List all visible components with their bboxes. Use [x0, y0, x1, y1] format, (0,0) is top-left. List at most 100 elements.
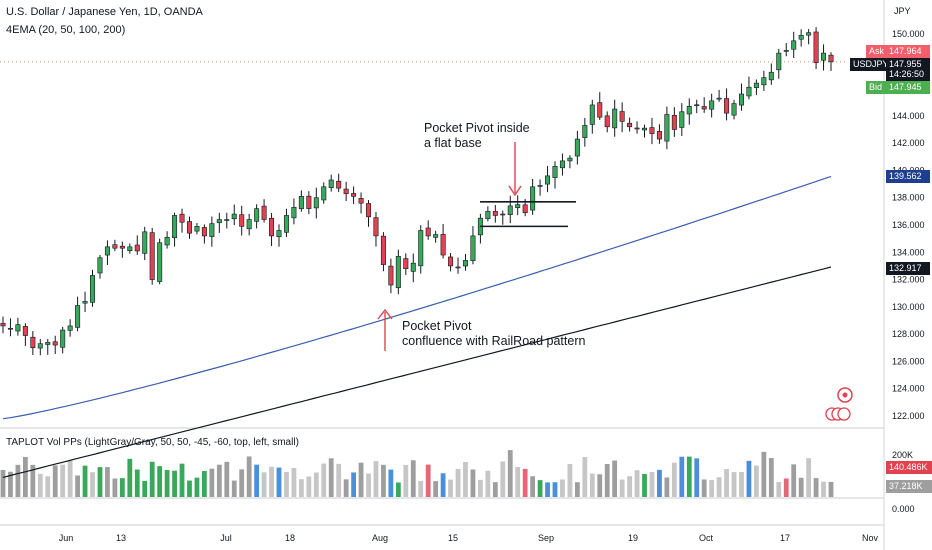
volume-bar: [187, 480, 192, 497]
candle-body: [694, 104, 700, 107]
volume-bar: [30, 464, 36, 497]
candle-body: [768, 71, 774, 81]
ask-value: 147.964: [886, 45, 930, 58]
volume-bar: [679, 456, 685, 497]
arrow-up-head: [377, 308, 393, 320]
candle-body: [60, 329, 66, 348]
candle-body: [671, 114, 677, 130]
candle-body: [97, 257, 103, 274]
candle-body: [679, 111, 685, 128]
volume-bar: [291, 467, 297, 497]
volume-bar: [582, 457, 588, 497]
candle-body: [709, 100, 715, 110]
volume-bar: [105, 467, 110, 497]
volume-bar: [642, 473, 647, 497]
volume-bar: [574, 482, 580, 497]
symbol-tag: USDJPY: [850, 58, 889, 71]
volume-bar: [313, 472, 319, 497]
volume-bar: [373, 461, 379, 497]
candle-body: [328, 179, 334, 188]
volume-bar: [336, 463, 342, 497]
volume-bar: [552, 482, 558, 497]
volume-bar: [328, 458, 334, 497]
candle-body: [164, 236, 170, 246]
volume-bar: [157, 466, 163, 497]
candle-body: [366, 203, 372, 218]
bid-value: 147.945: [886, 81, 930, 94]
volume-bar: [597, 474, 603, 497]
volume-bar: [351, 472, 356, 497]
volume-avg-value: 37.218K: [886, 480, 932, 493]
x-tick-label: 13: [116, 533, 126, 543]
candle-body: [201, 227, 207, 237]
candle-body: [612, 108, 618, 129]
volume-bar: [37, 473, 43, 497]
volume-bar: [410, 460, 416, 497]
y-tick-label: 150.000: [892, 29, 925, 39]
candle-body: [321, 186, 327, 201]
candle-body: [530, 186, 536, 211]
volume-bar: [515, 467, 521, 497]
ema-black-line: [2, 266, 832, 478]
axes: 150.000148.000146.000144.000142.000140.0…: [59, 6, 925, 543]
volume-bar: [15, 464, 21, 497]
y-tick-label: 130.000: [892, 302, 925, 312]
volume-bar: [127, 458, 133, 497]
ema-black-value: 132.917: [886, 262, 930, 275]
candle-body: [276, 230, 282, 238]
candle-body: [731, 103, 737, 116]
candle-body: [462, 260, 468, 267]
volume-bar: [806, 458, 812, 497]
candle-body: [30, 336, 36, 349]
candle-body: [0, 322, 6, 327]
volume-bar: [358, 462, 364, 497]
candle-body: [776, 52, 782, 71]
candle-body: [224, 219, 230, 221]
volume-bar: [209, 468, 215, 497]
candle-body: [127, 246, 133, 252]
indicator-label[interactable]: 4EMA (20, 50, 100, 200): [6, 24, 126, 36]
candle-body: [619, 111, 625, 122]
volume-bar: [284, 471, 289, 497]
volume-bar: [448, 479, 453, 497]
candle-body: [239, 214, 245, 227]
candle-body: [313, 197, 319, 209]
candle-body: [388, 265, 394, 286]
volume-bar: [216, 464, 222, 497]
volume-bar: [45, 476, 51, 497]
candle-body: [37, 343, 43, 349]
volume-bar: [478, 479, 483, 497]
ask-label: Ask: [866, 45, 886, 58]
volume-bar: [403, 464, 409, 497]
volume-bar: [388, 469, 394, 497]
volume-bar: [82, 465, 88, 497]
annotation-pocket-pivot-top-1: Pocket Pivot inside: [424, 121, 530, 135]
candle-body: [112, 244, 118, 249]
candle-body: [15, 324, 21, 332]
x-tick-label: Sep: [538, 533, 554, 543]
volume-bar: [381, 464, 386, 497]
candle-body: [291, 206, 297, 219]
y-tick-label: 124.000: [892, 384, 925, 394]
candle-body: [75, 305, 81, 328]
candle-body: [753, 82, 759, 88]
volume-bar: [634, 470, 640, 497]
x-tick-label: 17: [780, 533, 790, 543]
volume-bar: [202, 470, 207, 497]
symbol-title[interactable]: U.S. Dollar / Japanese Yen, 1D, OANDA: [6, 6, 203, 18]
candle-body: [574, 138, 580, 157]
candle-body: [738, 93, 744, 106]
volume-bar: [463, 461, 468, 497]
y-tick-label: 126.000: [892, 356, 925, 366]
volume-bars: [0, 450, 834, 497]
volume-bar: [627, 476, 632, 497]
x-tick-label: Jun: [59, 533, 74, 543]
candle-body: [582, 125, 588, 138]
volume-bar: [246, 456, 252, 497]
candle-body: [828, 54, 834, 63]
volume-bar: [731, 472, 737, 497]
currency-label: JPY: [894, 6, 911, 16]
volume-indicator-label[interactable]: TAPLOT Vol PPs (LightGray/Gray, 50, 50, …: [6, 437, 299, 448]
candle-body: [179, 213, 185, 223]
